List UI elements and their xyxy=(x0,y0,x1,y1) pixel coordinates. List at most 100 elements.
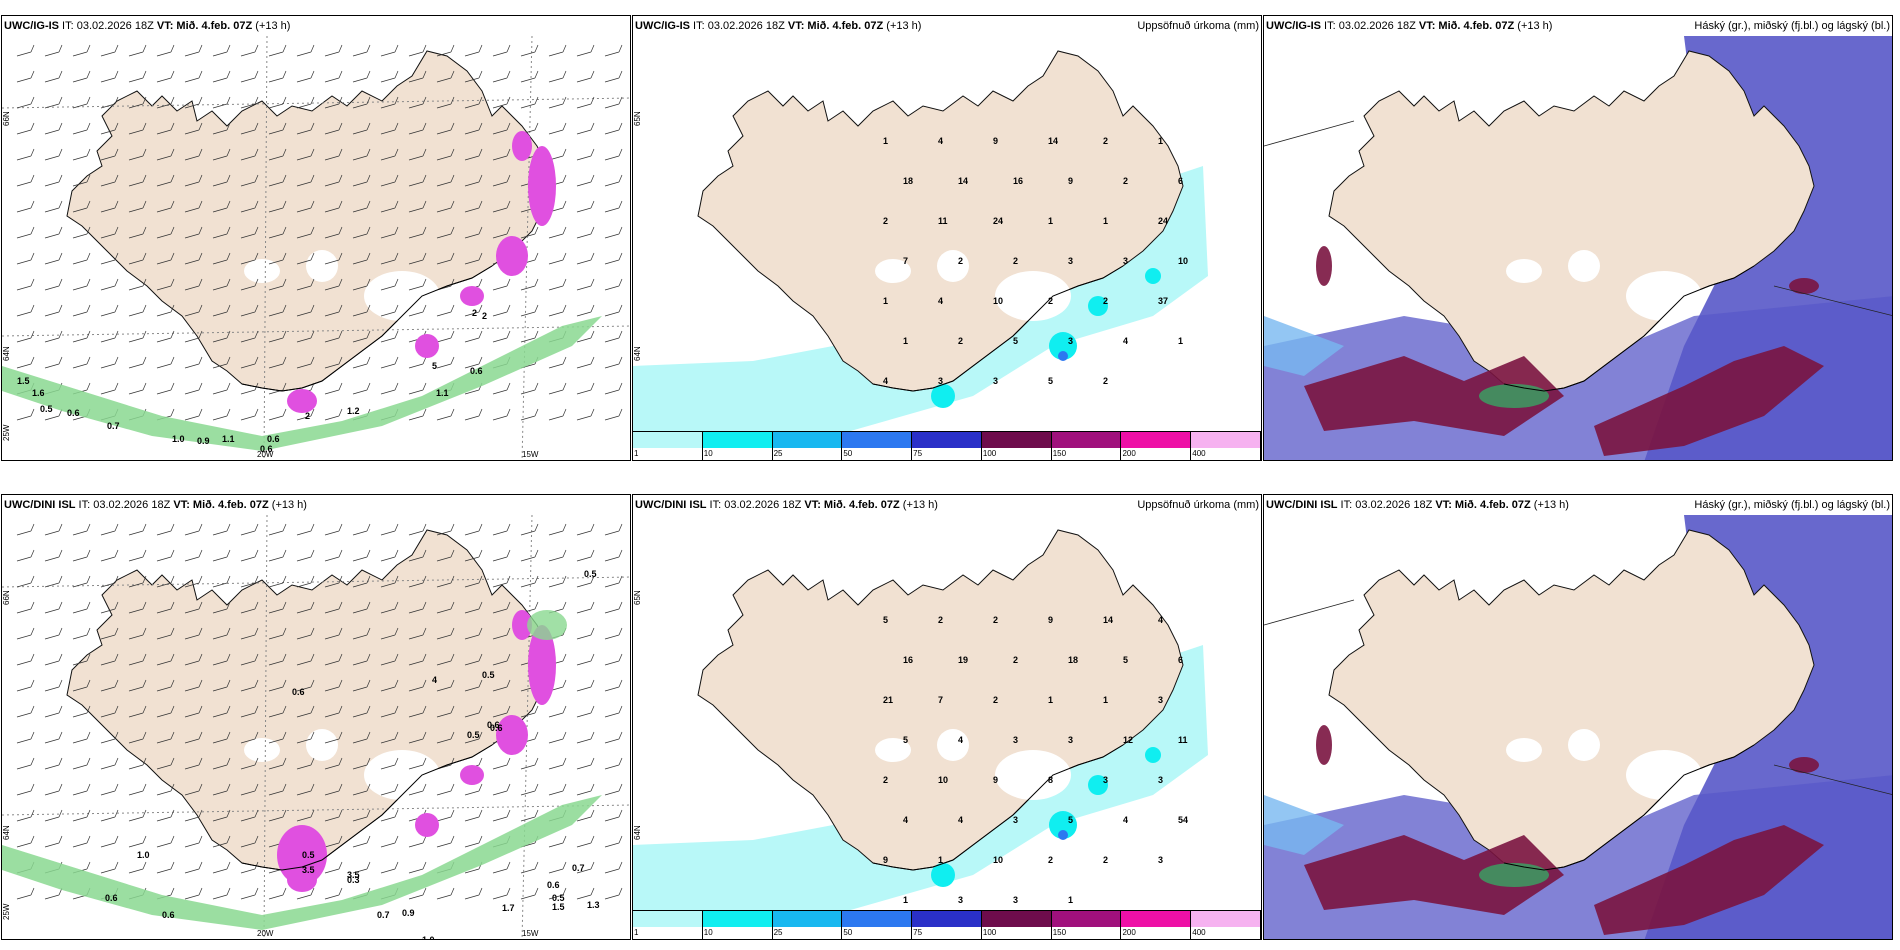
wind-barb xyxy=(128,278,147,291)
wind-barb xyxy=(100,861,119,874)
wind-barb xyxy=(408,653,427,666)
wind-barb xyxy=(268,601,287,614)
mid-cloud-cell xyxy=(1316,725,1332,765)
wind-barb xyxy=(576,835,595,848)
colorbar-segment: 50 xyxy=(842,432,913,460)
colorbar-segment: 1 xyxy=(633,911,703,939)
wind-barb xyxy=(464,70,483,83)
wind-barb xyxy=(548,523,567,536)
wind-barb xyxy=(352,122,371,135)
wind-barb xyxy=(128,200,147,213)
wind-barb xyxy=(492,122,511,135)
panel-product-title: Háský (gr.), miðský (fj.bl.) og lágský (… xyxy=(1694,499,1890,511)
wind-barb xyxy=(520,70,539,83)
wind-barb xyxy=(128,70,147,83)
wind-barb xyxy=(16,601,35,614)
wind-barb xyxy=(100,783,119,796)
wind-barb xyxy=(16,523,35,536)
precip-cell xyxy=(1088,775,1108,795)
wind-barb xyxy=(72,705,91,718)
model-source: UWC/DINI ISL xyxy=(4,499,76,511)
wind-barb xyxy=(604,44,623,57)
colorbar-tick: 100 xyxy=(982,449,997,458)
wind-barb xyxy=(436,549,455,562)
wind-barb xyxy=(408,44,427,57)
wind-barb xyxy=(156,523,175,536)
wind-barb xyxy=(436,122,455,135)
contour-label: 4 xyxy=(958,815,964,825)
wind-barb xyxy=(576,122,595,135)
wind-barb xyxy=(72,174,91,187)
boundary-line xyxy=(1264,599,1355,626)
contour-label: 1 xyxy=(1103,216,1109,226)
wind-barb xyxy=(492,887,511,900)
wind-barb xyxy=(268,549,287,562)
precip-light-area xyxy=(633,166,1208,436)
wind-barb xyxy=(128,382,147,395)
wind-barb xyxy=(100,653,119,666)
wind-barb xyxy=(604,861,623,874)
wind-barb xyxy=(464,575,483,588)
wind-barb xyxy=(576,627,595,640)
lead-time: (+13 h) xyxy=(899,499,938,511)
wind-barb xyxy=(72,809,91,822)
wind-barb xyxy=(520,304,539,317)
wind-barb xyxy=(240,174,259,187)
wind-barb xyxy=(212,148,231,161)
contour-label: 1 xyxy=(1178,336,1184,346)
wind-barb xyxy=(268,356,287,369)
wind-barb xyxy=(604,96,623,109)
contour-label: 1 xyxy=(1068,895,1074,905)
wind-barb xyxy=(184,835,203,848)
wind-barb xyxy=(576,304,595,317)
colorbar-segment: 50 xyxy=(842,911,913,939)
wind-barb xyxy=(464,356,483,369)
rain-band xyxy=(2,795,602,930)
wind-barb xyxy=(268,304,287,317)
wind-barb xyxy=(520,226,539,239)
wind-barb xyxy=(240,252,259,265)
wind-barb xyxy=(324,304,343,317)
latitude-label: 64N xyxy=(633,825,642,840)
wind-barb xyxy=(492,382,511,395)
precip-core xyxy=(1058,830,1068,840)
wind-barb xyxy=(324,601,343,614)
wind-barb xyxy=(268,809,287,822)
wind-barb xyxy=(548,861,567,874)
wind-barb xyxy=(128,575,147,588)
contour-label: 4 xyxy=(938,296,944,306)
colorbar-segment: 200 xyxy=(1121,432,1192,460)
rain-cell xyxy=(527,610,567,640)
contour-label: 2 xyxy=(938,615,944,625)
contour-label: 2 xyxy=(1103,855,1109,865)
contour-label: 2 xyxy=(1103,136,1109,146)
contour-label: 5 xyxy=(432,361,438,371)
init-time: IT: 03.02.2026 18Z xyxy=(75,499,174,511)
wind-barb xyxy=(548,226,567,239)
wind-barb xyxy=(296,757,315,770)
wind-barb xyxy=(212,601,231,614)
wind-barb xyxy=(576,861,595,874)
wind-barb xyxy=(492,174,511,187)
wind-barb xyxy=(156,809,175,822)
wind-barb xyxy=(604,278,623,291)
wind-barb xyxy=(576,200,595,213)
wind-barb xyxy=(548,44,567,57)
wind-barb xyxy=(436,44,455,57)
wind-barb xyxy=(212,382,231,395)
wind-barb xyxy=(156,627,175,640)
wind-barb xyxy=(492,809,511,822)
wind-barb xyxy=(296,408,315,421)
wind-barb xyxy=(436,835,455,848)
wind-barb xyxy=(296,549,315,562)
wind-barb xyxy=(548,356,567,369)
wind-barb xyxy=(436,408,455,421)
wind-barb xyxy=(296,96,315,109)
wind-barb xyxy=(604,382,623,395)
wind-barb xyxy=(604,809,623,822)
contour-label: 2 xyxy=(883,775,889,785)
contour-label: 2 xyxy=(1103,376,1109,386)
wind-barb xyxy=(604,627,623,640)
contour-label: 4 xyxy=(903,815,909,825)
wind-barb xyxy=(16,356,35,369)
